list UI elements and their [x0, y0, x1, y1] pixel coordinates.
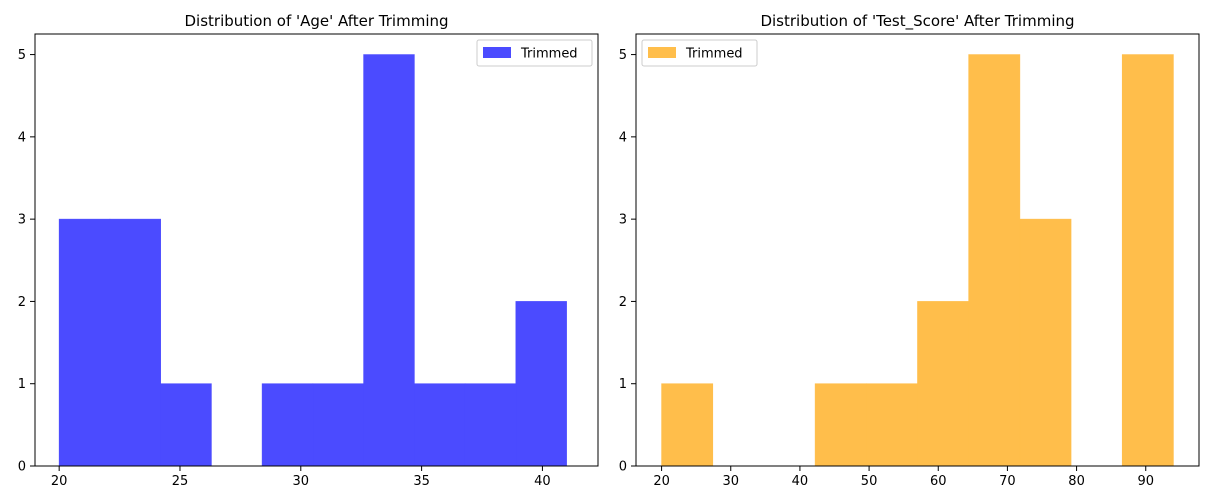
legend-box [476, 39, 593, 67]
histogram-bar [917, 301, 969, 467]
legend: Trimmed [641, 39, 758, 67]
chart-title: Distribution of 'Age' After Trimming [184, 12, 448, 30]
legend-swatch [483, 47, 511, 58]
histogram-bar [414, 383, 466, 467]
x-tick-label: 40 [534, 474, 551, 489]
legend-box [641, 39, 758, 67]
histogram-bar [814, 383, 867, 467]
x-tick-label: 40 [792, 474, 809, 489]
histogram-bar [968, 54, 1021, 467]
y-tick-label: 1 [619, 377, 627, 392]
y-tick-label: 2 [619, 295, 627, 310]
histogram-bar [1019, 218, 1072, 467]
histogram-bar [515, 301, 567, 467]
histogram-bar [363, 54, 415, 467]
x-tick-label: 80 [1068, 474, 1085, 489]
y-tick-label: 4 [18, 130, 26, 145]
chart-title: Distribution of 'Test_Score' After Trimm… [760, 12, 1074, 31]
y-tick-label: 0 [18, 460, 26, 475]
histogram-bar [160, 383, 212, 467]
legend-label: Trimmed [520, 47, 578, 62]
y-tick-label: 5 [619, 48, 627, 63]
y-tick-label: 2 [18, 295, 26, 310]
axes-frame [635, 33, 1200, 467]
y-tick-label: 4 [619, 130, 627, 145]
y-tick-label: 3 [619, 213, 627, 228]
x-tick-label: 30 [293, 474, 310, 489]
histogram-bar [312, 383, 364, 467]
x-tick-label: 30 [722, 474, 739, 489]
x-tick-label: 35 [413, 474, 430, 489]
histogram-bar [58, 218, 111, 467]
x-tick-label: 50 [861, 474, 878, 489]
chart-panel-2: 20 30 40 50 60 70 80 90 0 1 2 3 4 5 Distribution of 'T… [619, 12, 1200, 489]
x-tick-label: 20 [51, 474, 68, 489]
x-tick-label: 60 [930, 474, 947, 489]
histogram-bar [109, 218, 161, 467]
y-tick-label: 3 [18, 213, 26, 228]
axes-frame [34, 33, 599, 467]
y-tick-label: 0 [619, 460, 627, 475]
histogram-bar [866, 383, 918, 467]
x-tick-label: 20 [653, 474, 670, 489]
x-tick-label: 70 [999, 474, 1016, 489]
x-tick-label: 25 [172, 474, 189, 489]
x-tick-label: 90 [1137, 474, 1154, 489]
histogram-bar [1121, 54, 1174, 467]
y-tick-label: 5 [18, 48, 26, 63]
legend-swatch [648, 47, 676, 58]
histogram-bar [261, 383, 314, 467]
histogram-bar [464, 383, 517, 467]
histogram-bar [661, 383, 714, 467]
chart-panel-1: 20 25 30 35 40 0 1 2 3 4 5 Distribution of 'Age' Af… [18, 12, 599, 489]
y-tick-label: 1 [18, 377, 26, 392]
legend: Trimmed [476, 39, 593, 67]
legend-label: Trimmed [685, 47, 743, 62]
